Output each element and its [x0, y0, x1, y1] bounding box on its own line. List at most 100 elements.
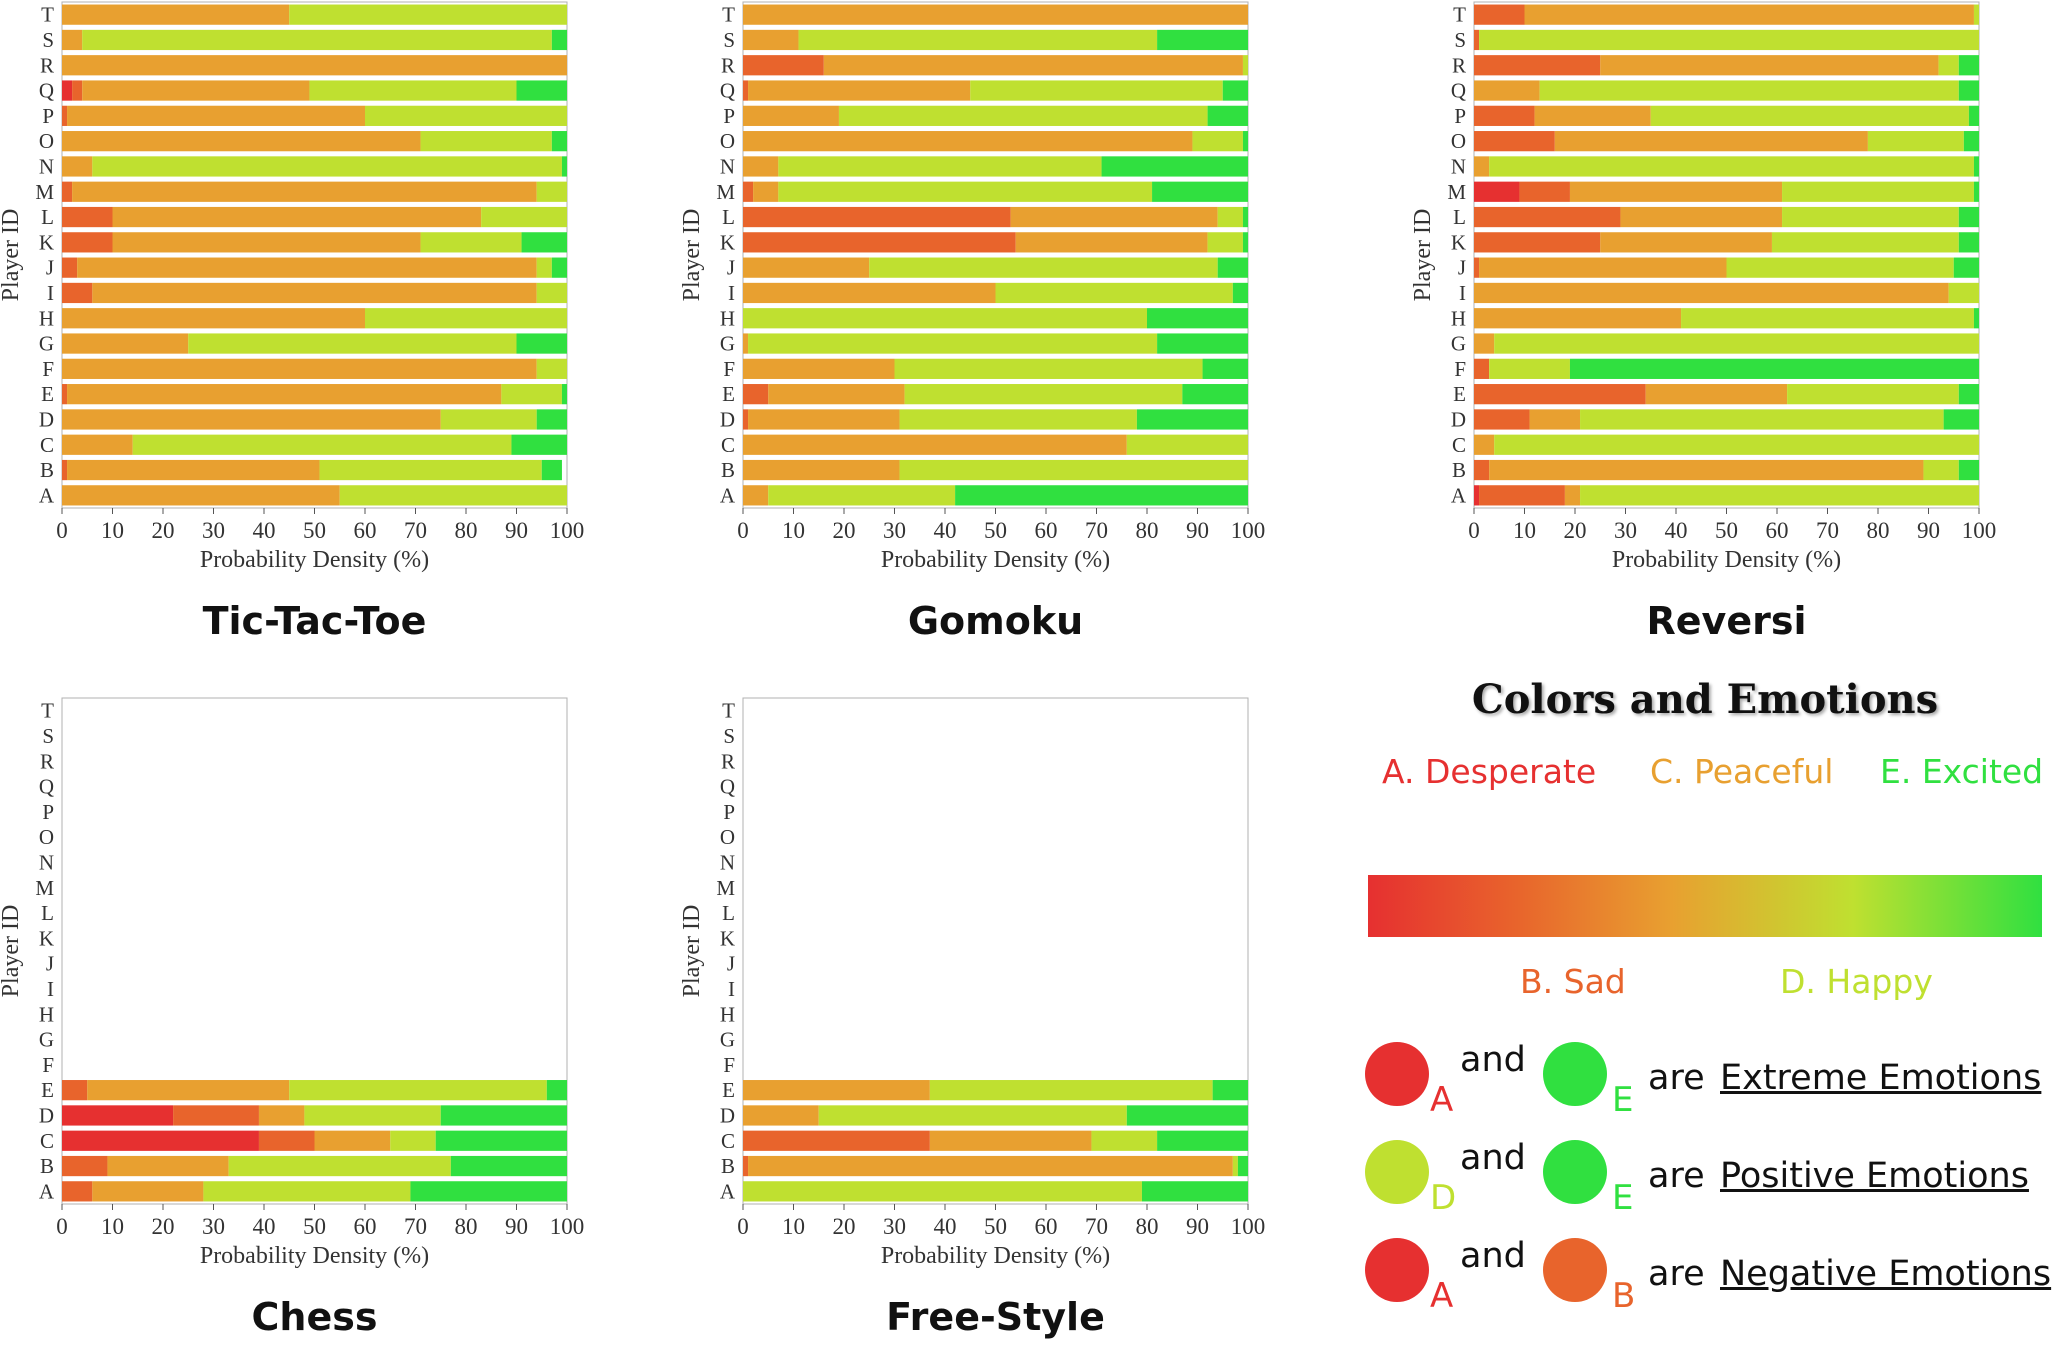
- y-tick-label: E: [41, 1078, 54, 1102]
- bar-segment-B-2: [743, 459, 900, 481]
- face-happy-icon: [1780, 800, 1890, 940]
- bar-segment-C-2: [743, 434, 1127, 455]
- legend-row-extreme: A and E are Extreme Emotions: [1360, 1032, 2050, 1122]
- legend-title: Colors and Emotions: [1471, 676, 1939, 723]
- y-tick-label: F: [42, 357, 54, 381]
- x-tick-label: 80: [1136, 1214, 1159, 1239]
- bar-segment-H-4: [1147, 308, 1248, 329]
- bar-segment-D-2: [743, 1105, 819, 1126]
- bar-segment-M-3: [778, 181, 1153, 202]
- bar-segment-B-3: [899, 459, 1248, 481]
- bar-segment-I-3: [1948, 282, 1979, 304]
- y-tick-label: R: [40, 749, 54, 773]
- y-tick-label: J: [46, 952, 54, 976]
- bar-segment-B-3: [319, 459, 542, 481]
- letter-d: D: [1430, 1178, 1457, 1218]
- legend-row-negative: A and B are Negative Emotions: [1360, 1228, 2051, 1318]
- bar-segment-D-4: [536, 409, 567, 430]
- x-tick-label: 70: [1085, 1214, 1108, 1239]
- x-tick-label: 50: [303, 518, 326, 543]
- bar-segment-B-3: [1923, 459, 1959, 481]
- letter-a: A: [1430, 1080, 1454, 1120]
- y-tick-label: K: [39, 926, 54, 950]
- y-tick-label: I: [728, 281, 735, 305]
- chart-title: Free-Style: [886, 1295, 1105, 1339]
- x-tick-label: 90: [505, 1214, 528, 1239]
- y-tick-label: D: [39, 407, 54, 431]
- y-tick-label: C: [40, 433, 54, 457]
- y-tick-label: E: [722, 1078, 735, 1102]
- bar-segment-S-2: [743, 29, 799, 51]
- y-tick-label: E: [1453, 382, 1466, 406]
- x-tick-label: 90: [505, 518, 528, 543]
- bar-segment-K-4: [521, 232, 567, 253]
- y-tick-label: K: [720, 230, 735, 254]
- bar-segment-J-2: [743, 257, 870, 278]
- y-tick-label: D: [39, 1103, 54, 1127]
- bar-segment-N-4: [1101, 156, 1248, 177]
- y-tick-label: S: [1454, 28, 1466, 52]
- bar-segment-B-4: [450, 1155, 567, 1177]
- x-tick-label: 50: [984, 518, 1007, 543]
- bar-segment-B-2: [1489, 459, 1924, 481]
- bar-segment-E-2: [743, 1080, 930, 1101]
- bar-segment-N-4: [561, 156, 567, 177]
- bar-segment-I-2: [1474, 282, 1949, 304]
- bar-segment-S-2: [62, 29, 83, 51]
- bar-segment-G-4: [1157, 333, 1248, 354]
- y-tick-label: N: [720, 850, 735, 874]
- legend-row-positive: D and E are Positive Emotions: [1360, 1130, 2050, 1220]
- bar-segment-I-4: [1232, 282, 1248, 304]
- y-tick-label: P: [42, 800, 54, 824]
- bar-segment-S-4: [1157, 29, 1248, 51]
- bar-segment-C-3: [1126, 434, 1248, 455]
- bar-segment-S-4: [551, 29, 567, 51]
- x-tick-label: 70: [1085, 518, 1108, 543]
- bar-segment-D-1: [1474, 409, 1530, 430]
- bar-segment-B-1: [743, 1155, 749, 1177]
- bar-segment-O-4: [1963, 131, 1979, 152]
- bar-segment-K-2: [112, 232, 421, 253]
- bar-segment-C-1: [258, 1130, 315, 1151]
- and-text: and: [1460, 1236, 1526, 1276]
- bar-segment-P-2: [67, 105, 366, 126]
- bar-segment-M-1: [743, 181, 754, 202]
- bar-segment-P-3: [1650, 105, 1969, 126]
- happy-face-green-icon: [1543, 1140, 1607, 1204]
- face-desperate-icon: [1375, 800, 1485, 940]
- x-tick-label: 50: [1715, 518, 1738, 543]
- y-tick-label: O: [1451, 129, 1466, 153]
- y-tick-label: O: [720, 825, 735, 849]
- bar-segment-A-2: [743, 485, 769, 506]
- x-tick-label: 0: [737, 518, 749, 543]
- y-tick-label: L: [722, 205, 735, 229]
- bar-segment-K-2: [1015, 232, 1208, 253]
- y-tick-label: R: [721, 749, 735, 773]
- chart-title: Reversi: [1647, 599, 1807, 643]
- chart-title: Gomoku: [908, 599, 1083, 643]
- bar-segment-E-1: [62, 1080, 88, 1101]
- bar-segment-P-1: [62, 105, 68, 126]
- are-text: are: [1648, 1058, 1705, 1098]
- y-tick-label: C: [1452, 433, 1466, 457]
- y-tick-label: A: [1451, 483, 1467, 507]
- bar-segment-I-1: [62, 282, 93, 304]
- bar-segment-I-2: [743, 282, 996, 304]
- y-tick-label: O: [39, 129, 54, 153]
- x-tick-label: 90: [1186, 518, 1209, 543]
- letter-b: B: [1612, 1276, 1636, 1316]
- bar-segment-F-3: [894, 358, 1203, 379]
- y-tick-label: E: [722, 382, 735, 406]
- y-tick-label: C: [721, 433, 735, 457]
- bar-segment-B-1: [62, 1155, 108, 1177]
- bar-segment-F-2: [743, 358, 895, 379]
- are-text: are: [1648, 1156, 1705, 1196]
- x-tick-label: 50: [303, 1214, 326, 1239]
- bar-segment-D-4: [1136, 409, 1248, 430]
- y-tick-label: S: [723, 724, 735, 748]
- bar-segment-E-1: [743, 384, 769, 405]
- x-tick-label: 40: [253, 1214, 276, 1239]
- bar-segment-C-4: [511, 434, 567, 455]
- bar-segment-Q-0: [62, 80, 73, 101]
- bar-segment-P-3: [365, 105, 567, 126]
